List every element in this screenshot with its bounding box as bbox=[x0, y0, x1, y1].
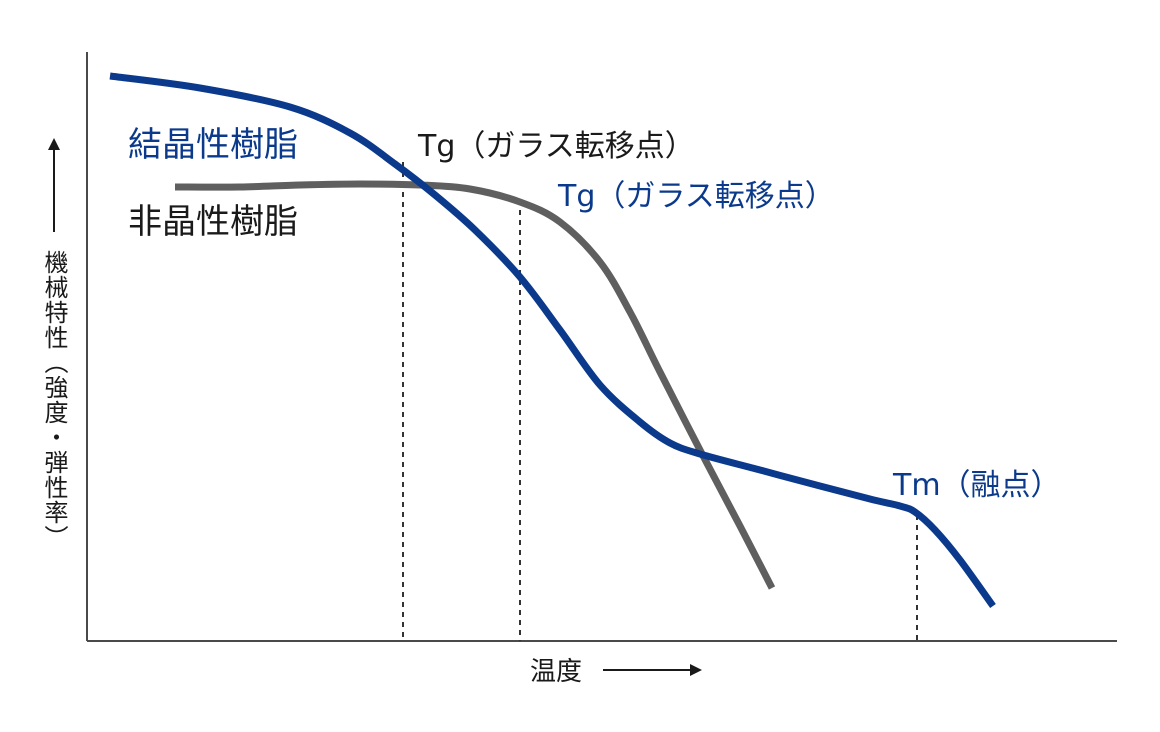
series-label-amorphous: 非晶性樹脂 bbox=[128, 202, 298, 242]
annotation-tg-amorphous: Tg（ガラス転移点） bbox=[417, 129, 695, 164]
series-line-amorphous bbox=[174, 180, 776, 590]
annotation-tm: Tm（融点） bbox=[892, 468, 1061, 503]
series-label-crystalline: 結晶性樹脂 bbox=[128, 125, 298, 165]
x-axis-label: 温度 bbox=[530, 657, 582, 687]
annotation-tg-crystalline: Tg（ガラス転移点） bbox=[557, 179, 835, 214]
series-line-crystalline bbox=[109, 72, 996, 609]
y-axis-label: 機械特性（強度・弾性率） bbox=[40, 250, 68, 550]
